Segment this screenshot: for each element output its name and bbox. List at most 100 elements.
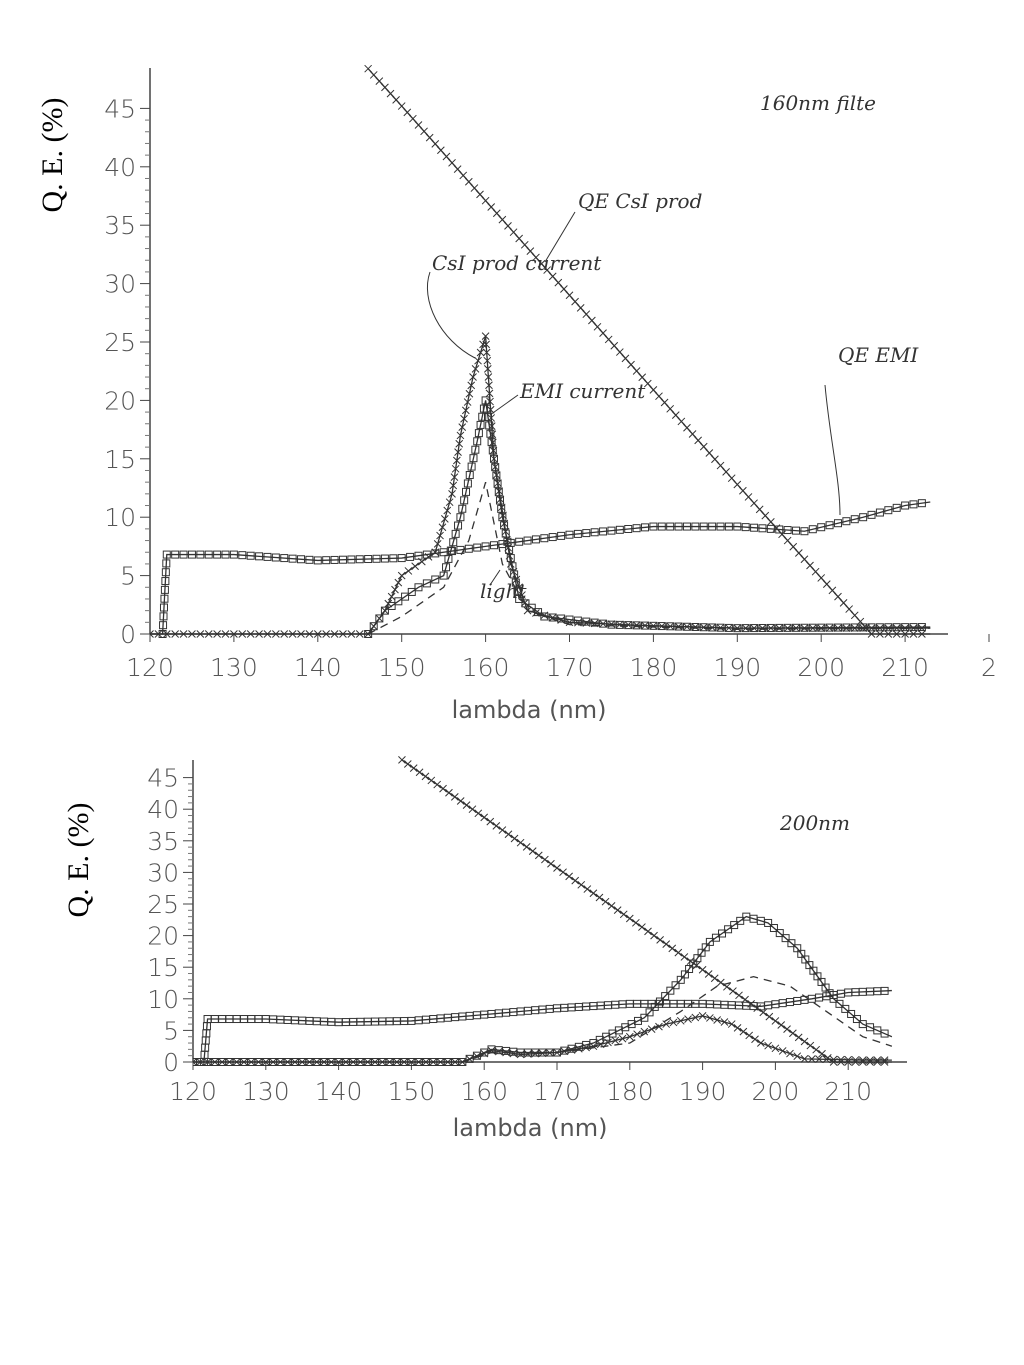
data-point-square [451, 529, 460, 538]
data-point-x [305, 1058, 314, 1066]
data-point-x [463, 398, 472, 406]
data-point-x [822, 1055, 831, 1064]
y-tick-label: 0 [120, 620, 136, 649]
data-point-x [485, 381, 493, 390]
data-point-square [892, 623, 901, 632]
data-point-square [160, 594, 169, 603]
handwritten-annotation: CsI prod current [432, 251, 602, 275]
x-tick-label: 180 [630, 653, 678, 682]
data-point-x [783, 1025, 791, 1033]
data-point-x [459, 171, 468, 180]
data-point-x [901, 630, 909, 638]
data-point-x [369, 71, 378, 79]
data-point-x [469, 373, 477, 381]
data-point-x [918, 630, 926, 638]
data-point-x [425, 133, 434, 142]
data-point-square [204, 550, 213, 559]
data-point-x [610, 341, 619, 350]
data-point-square [431, 575, 440, 584]
x-tick-label: 140 [315, 1077, 363, 1106]
data-point-square [505, 545, 514, 554]
data-point-square [808, 623, 817, 632]
data-point-square [494, 488, 503, 497]
y-tick-label: 35 [104, 211, 136, 240]
y-tick-label: 10 [147, 985, 179, 1014]
data-point-x [452, 456, 461, 465]
data-point-x [276, 1058, 285, 1066]
data-point-x [474, 809, 483, 818]
data-point-x [582, 1043, 590, 1052]
data-point-square [624, 524, 633, 533]
data-point-x [386, 89, 395, 98]
data-point-x [470, 184, 479, 192]
data-point-square [422, 579, 431, 588]
data-point-x [599, 329, 607, 337]
data-point-x [771, 1017, 780, 1025]
y-tick-label: 15 [104, 445, 136, 474]
data-point-square [565, 530, 574, 539]
data-point-square [724, 925, 733, 934]
data-point-square [783, 526, 792, 535]
x-tick-label: 140 [294, 653, 342, 682]
data-point-square [397, 554, 406, 563]
data-point-square [456, 513, 465, 522]
data-point-x [403, 108, 412, 117]
data-point-x [604, 335, 613, 344]
data-point-square [557, 531, 566, 540]
data-point-x [650, 931, 658, 940]
x-tick-label: 130 [210, 653, 258, 682]
data-point-square [414, 551, 423, 560]
data-point-square [511, 578, 520, 587]
data-point-square [800, 623, 809, 632]
data-point-square [322, 556, 331, 565]
data-point-x [851, 1056, 860, 1064]
data-point-x [400, 1058, 408, 1066]
data-point-square [674, 622, 683, 631]
data-point-square [833, 623, 842, 632]
data-point-square [401, 592, 410, 601]
data-point-square [221, 550, 230, 559]
data-point-x [541, 855, 549, 864]
data-point-x [735, 991, 743, 1000]
data-point-x [431, 548, 440, 557]
data-point-x [716, 978, 725, 987]
data-point-square [406, 552, 415, 561]
series-line-emi-current [193, 915, 893, 1063]
data-point-square [666, 522, 675, 531]
data-point-x [632, 918, 640, 927]
data-point-x [526, 247, 535, 255]
data-point-square [829, 994, 838, 1003]
handwritten-annotation: 160nm filte [760, 91, 876, 115]
x-tick-label: 180 [606, 1077, 654, 1106]
data-point-square [750, 523, 759, 532]
data-point-x [644, 927, 652, 936]
data-point-square [909, 623, 918, 632]
data-point-x [440, 515, 449, 523]
data-point-x [565, 291, 574, 300]
data-point-x [807, 1055, 816, 1063]
data-point-x [607, 902, 616, 910]
data-point-x [560, 285, 568, 293]
data-point-x [618, 1034, 627, 1043]
data-point-square [607, 526, 616, 535]
data-point-square [733, 624, 742, 633]
data-point-x [398, 756, 406, 764]
x-tick-label: 160 [460, 1077, 508, 1106]
data-point-x [705, 449, 714, 457]
data-point-square [387, 601, 396, 610]
data-point-square [389, 554, 398, 563]
data-point-x [698, 1012, 707, 1020]
data-point-x [531, 1049, 540, 1058]
data-point-x [761, 511, 770, 520]
data-point-square [769, 924, 778, 933]
data-point-square [498, 513, 507, 522]
data-point-square [462, 487, 471, 496]
data-point-x [532, 253, 540, 262]
data-point-square [892, 503, 901, 512]
data-point-square [364, 555, 373, 564]
data-point-square [573, 616, 582, 625]
data-point-square [369, 622, 378, 631]
data-point-x [510, 834, 519, 843]
data-point-x [845, 605, 854, 613]
data-point-square [449, 538, 458, 547]
